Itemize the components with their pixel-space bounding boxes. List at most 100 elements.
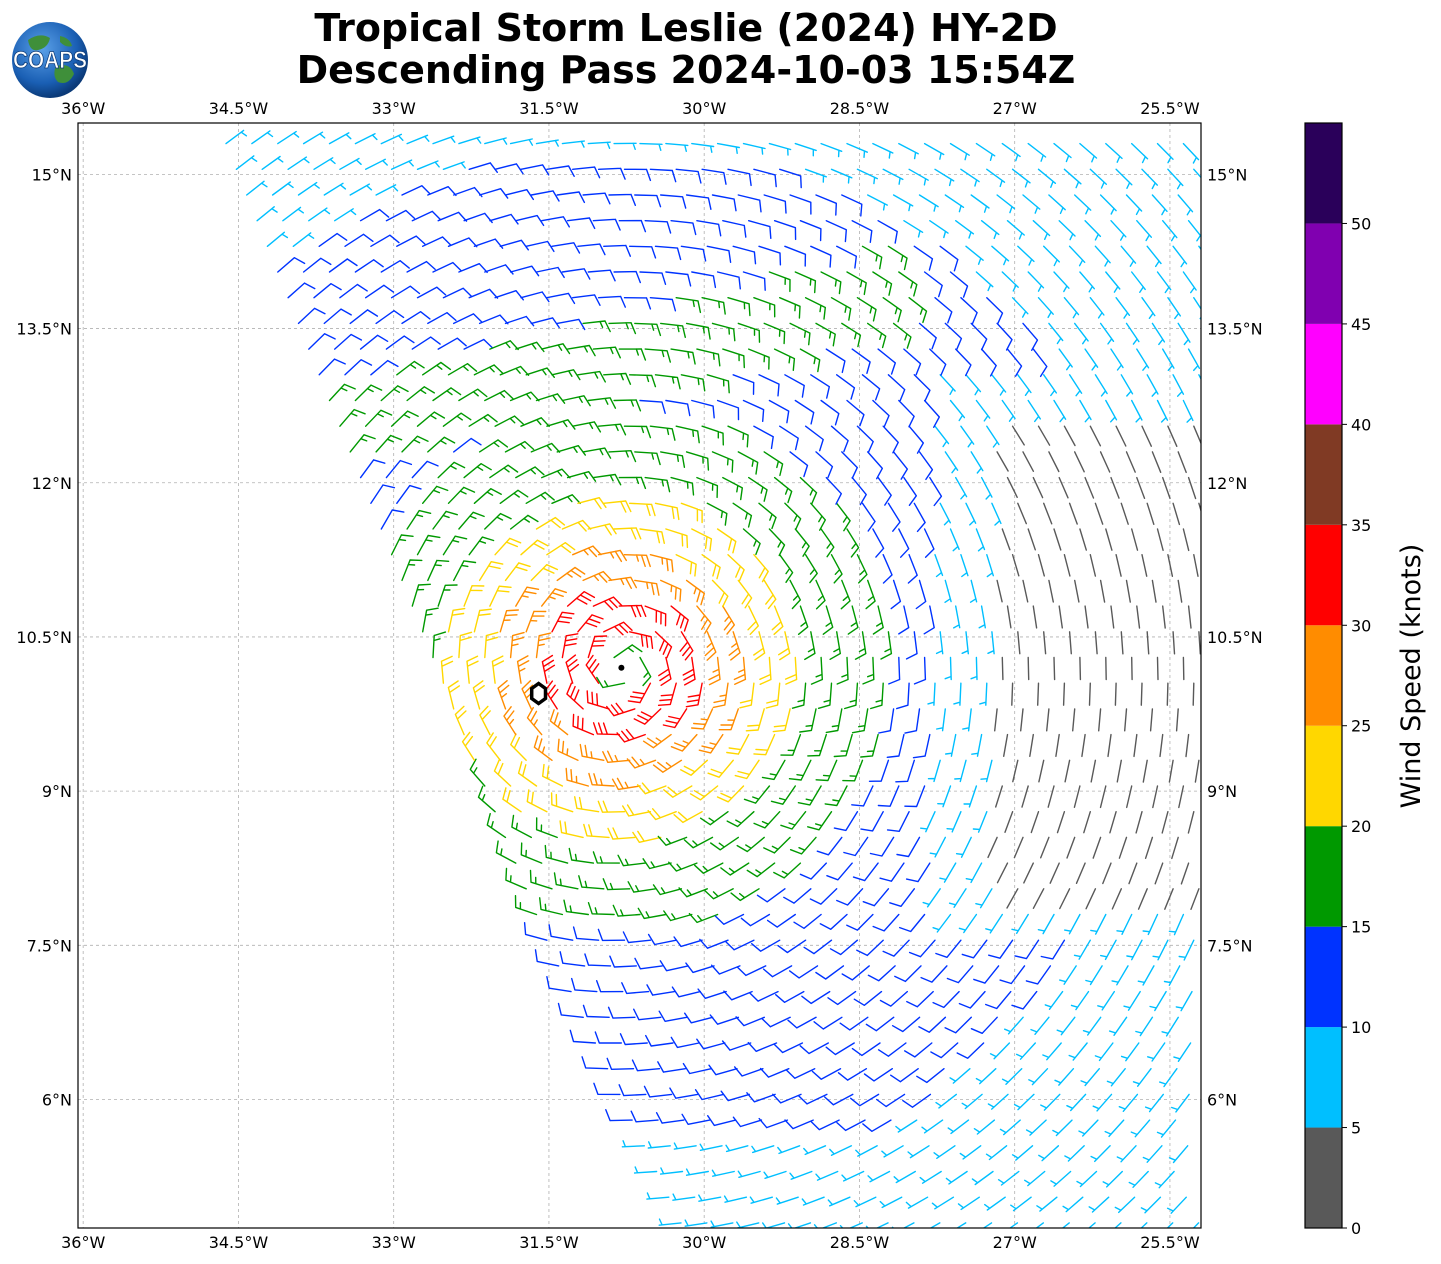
- wind-barb: [380, 509, 405, 530]
- wind-barb: [670, 348, 696, 365]
- wind-barb: [789, 194, 812, 215]
- wind-barb: [1046, 708, 1050, 732]
- wind-barb: [1120, 245, 1137, 267]
- wind-barb: [530, 442, 561, 453]
- wind-barb: [658, 1010, 688, 1022]
- colorbar-bin: [1305, 223, 1342, 324]
- wind-barb: [1062, 1196, 1084, 1213]
- wind-barb: [1115, 168, 1133, 189]
- wind-barb: [1037, 554, 1045, 577]
- wind-barb: [722, 605, 735, 635]
- wind-barb: [1001, 528, 1011, 551]
- wind-barb: [706, 374, 730, 394]
- wind-barb: [546, 542, 576, 556]
- wind-barb: [958, 990, 986, 1009]
- wind-barb: [973, 965, 1000, 984]
- wind-barb: [1177, 322, 1191, 346]
- wind-barb: [571, 977, 598, 993]
- wind-barb: [1192, 682, 1195, 706]
- wind-barb: [1073, 785, 1081, 808]
- wind-barb: [775, 1196, 799, 1205]
- wind-barb: [836, 502, 851, 532]
- wind-barb: [458, 136, 482, 145]
- wind-barb: [495, 840, 517, 864]
- wind-barb: [1166, 1222, 1174, 1228]
- wind-barb: [887, 374, 906, 402]
- wind-barb: [627, 682, 652, 704]
- wind-barb: [647, 933, 677, 946]
- wind-barb: [853, 1196, 877, 1208]
- wind-barb: [670, 733, 698, 752]
- wind-barb: [907, 554, 918, 584]
- wind-barb: [905, 862, 931, 883]
- wind-barb: [784, 245, 807, 267]
- wind-barb: [949, 271, 969, 298]
- wind-barb: [427, 436, 456, 453]
- wind-barb: [944, 194, 965, 213]
- wind-barb: [794, 528, 810, 557]
- wind-barb: [411, 336, 441, 350]
- wind-barb: [541, 588, 567, 607]
- wind-barb: [965, 862, 983, 884]
- wind-barb: [986, 425, 1000, 448]
- wind-barb: [1187, 476, 1197, 500]
- wind-barb: [1151, 579, 1157, 603]
- wind-barb: [375, 310, 405, 325]
- wind-barb: [354, 133, 378, 145]
- wind-barb: [572, 421, 602, 433]
- wind-barb: [535, 139, 559, 147]
- wind-barb: [1025, 965, 1052, 985]
- wind-barb: [933, 1145, 956, 1159]
- wind-barb: [359, 334, 389, 350]
- wind-barb: [728, 631, 741, 661]
- wind-barb: [851, 220, 873, 243]
- wind-barb: [763, 451, 784, 477]
- wind-barb: [856, 425, 874, 453]
- wind-barb: [979, 682, 988, 706]
- wind-barb: [266, 231, 289, 247]
- wind-barb: [945, 733, 957, 757]
- wind-barb: [840, 579, 851, 610]
- wind-barb: [530, 564, 559, 582]
- wind-barb: [727, 168, 752, 187]
- wind-barb: [607, 1006, 636, 1019]
- wind-barb: [734, 1066, 764, 1077]
- wind-barb: [1136, 220, 1152, 242]
- wind-barb: [749, 1196, 773, 1204]
- wind-barb: [644, 220, 672, 234]
- wind-barb: [825, 476, 842, 505]
- wind-barb: [913, 245, 934, 271]
- wind-barb: [681, 1113, 711, 1125]
- wind-barb: [912, 733, 931, 759]
- wind-barb: [525, 367, 555, 378]
- wind-barb: [954, 759, 967, 783]
- wind-barb: [678, 887, 708, 898]
- wind-barb: [1099, 785, 1107, 809]
- lat-tick-label-right: 12°N: [1207, 474, 1247, 493]
- wind-barb: [789, 322, 811, 346]
- wind-barb: [634, 194, 662, 208]
- wind-barb: [1066, 836, 1076, 859]
- wind-barb: [544, 844, 569, 864]
- wind-barb: [882, 297, 902, 323]
- wind-barb: [898, 142, 919, 160]
- wind-barb: [799, 220, 822, 242]
- wind-barb: [1098, 708, 1102, 732]
- wind-barb: [811, 1068, 842, 1080]
- wind-barb: [568, 847, 595, 864]
- wind-barb: [608, 193, 636, 206]
- wind-barb: [836, 245, 857, 269]
- wind-barb: [736, 965, 767, 977]
- wind-barb: [1131, 142, 1149, 164]
- wind-barb: [1011, 990, 1038, 1010]
- wind-barb: [804, 297, 826, 320]
- wind-barb: [721, 1040, 752, 1051]
- wind-barb: [1108, 1016, 1128, 1036]
- wind-barb: [603, 621, 633, 636]
- wind-barb: [308, 333, 336, 350]
- wind-barb: [1142, 913, 1159, 936]
- wind-barb: [1116, 1145, 1137, 1163]
- wind-barb: [1144, 836, 1154, 859]
- wind-barb: [432, 510, 458, 530]
- wind-barb: [794, 271, 817, 294]
